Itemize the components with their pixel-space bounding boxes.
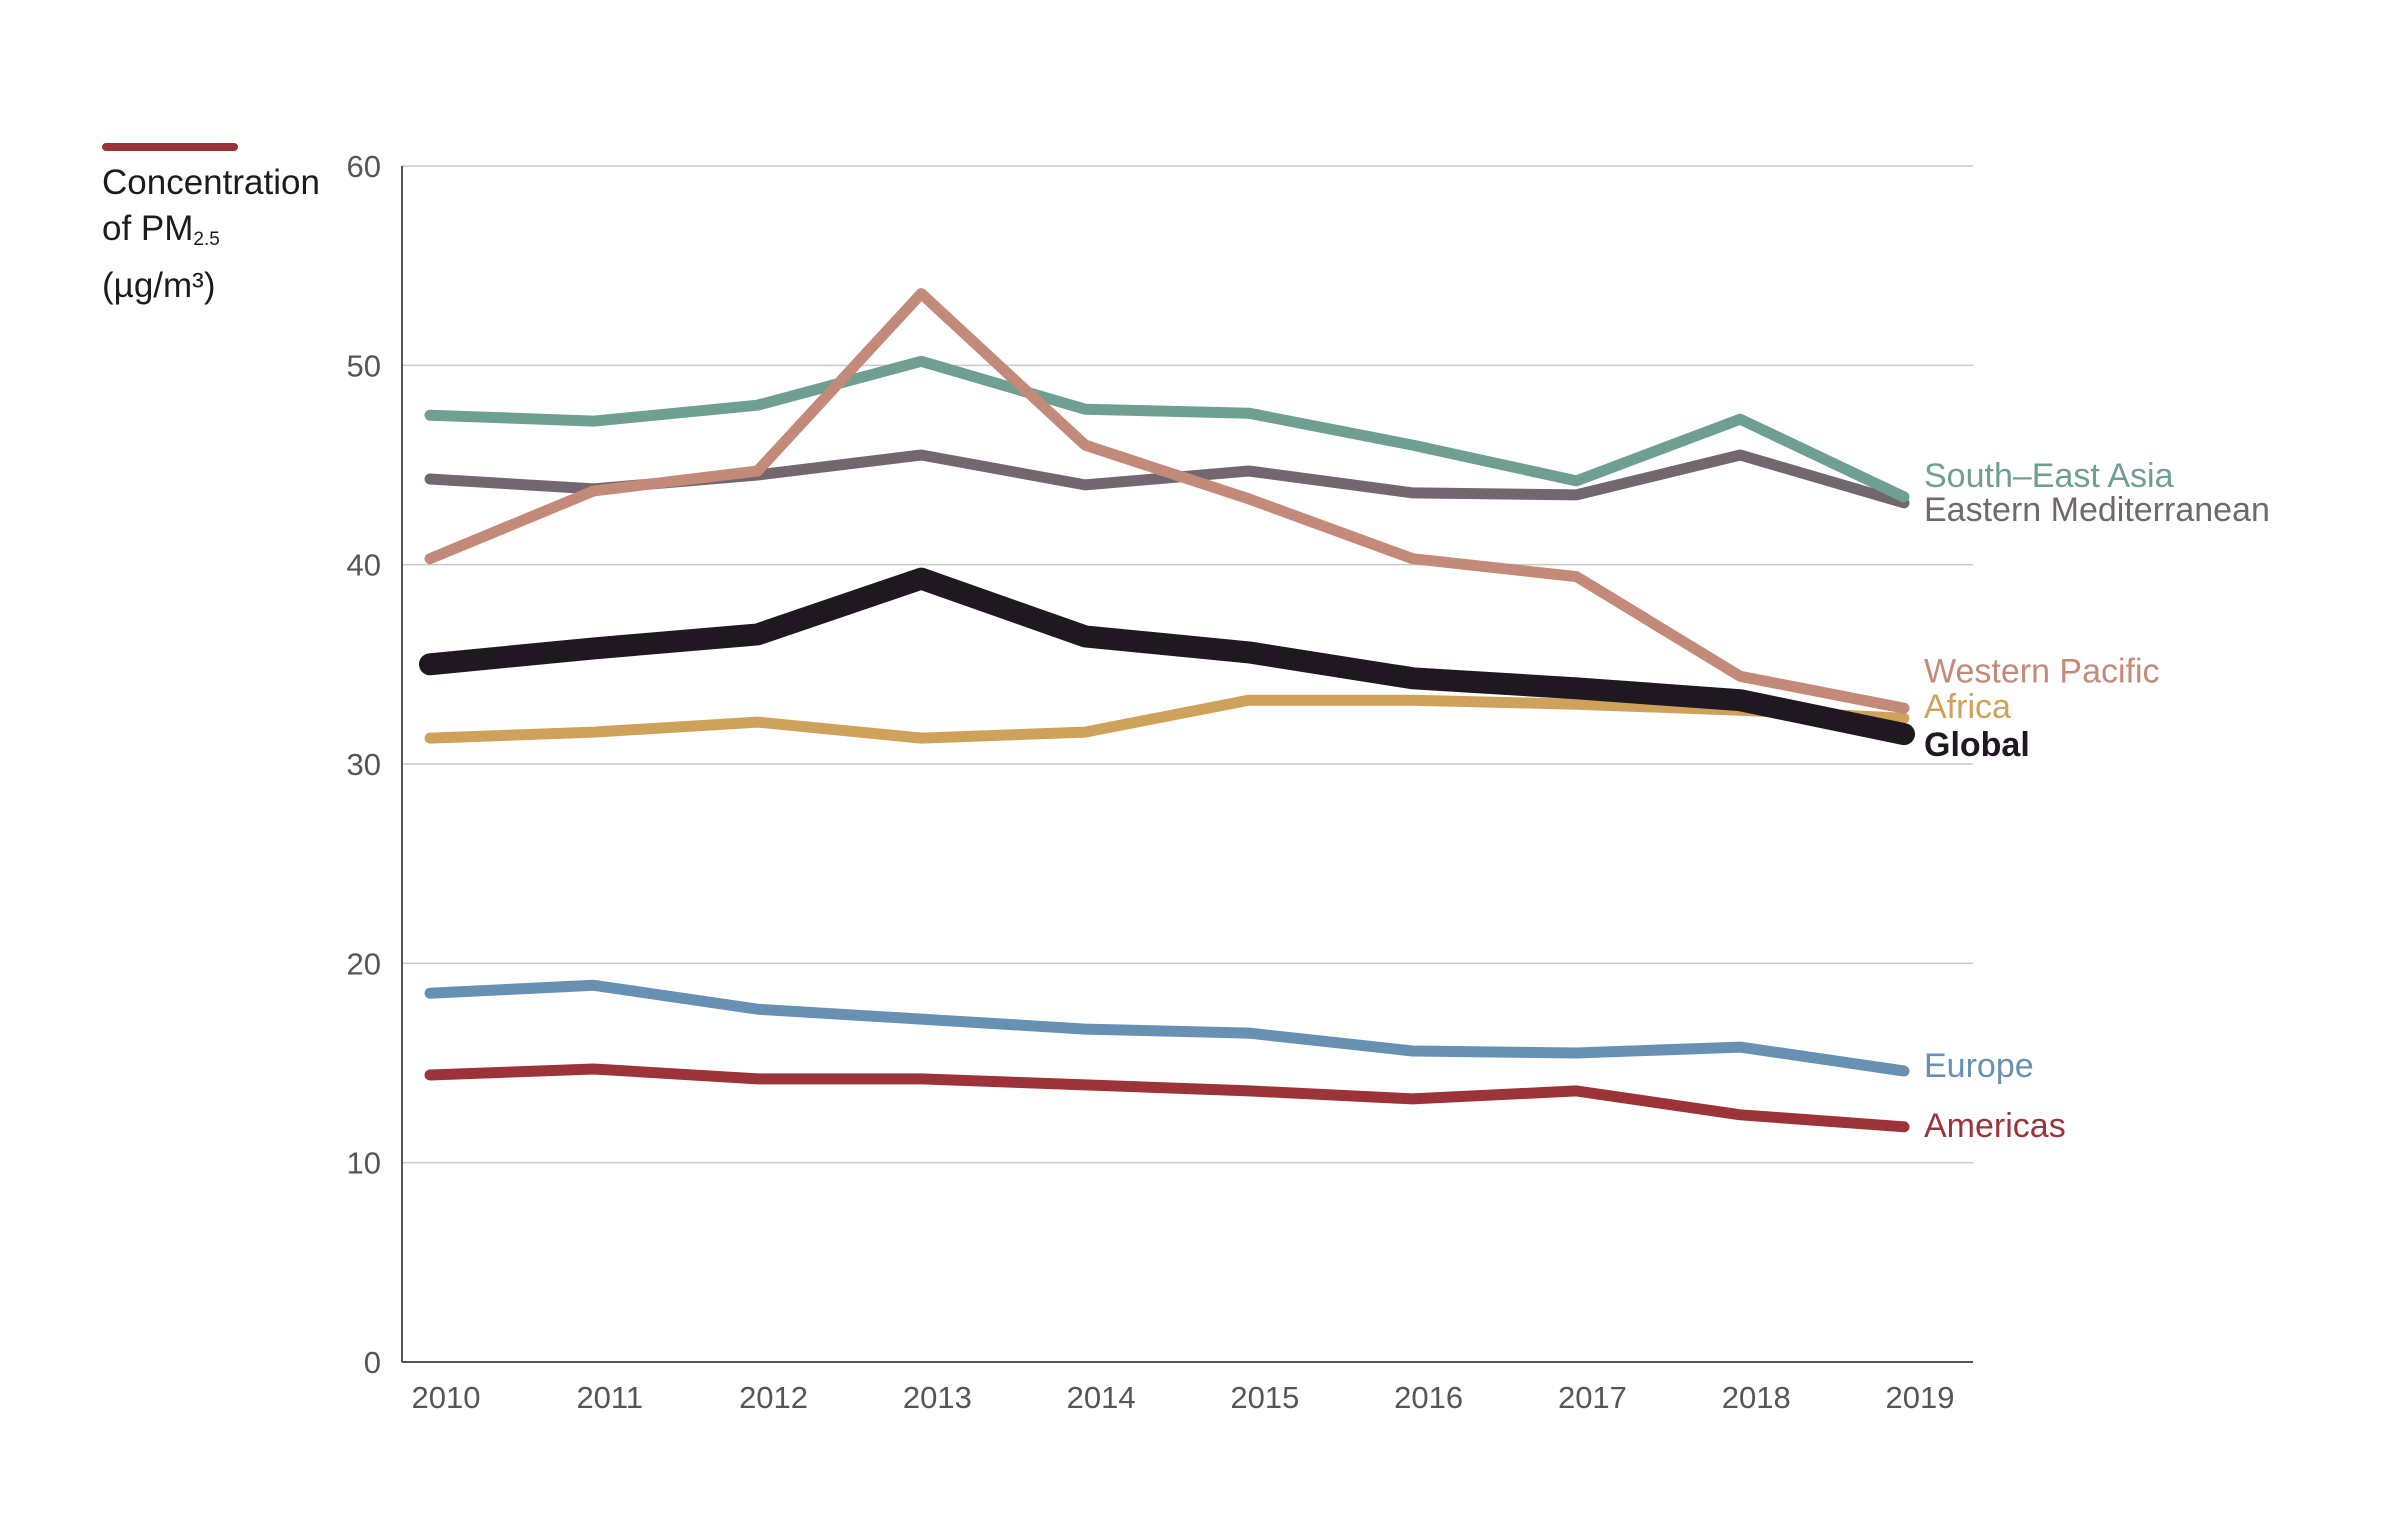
y-axis-label: Concentration of PM2.5 (µg/m³): [102, 160, 320, 309]
x-tick-label-2014: 2014: [1067, 1380, 1136, 1415]
y-tick-label-60: 60: [347, 149, 381, 184]
series-line-global: [419, 567, 1915, 746]
series-label-eastern-mediterranean: Eastern Mediterranean: [1924, 491, 2270, 529]
y-tick-labels: 0 10 20 30 40 50 60: [347, 149, 381, 1380]
x-tick-label-2017: 2017: [1558, 1380, 1627, 1415]
x-tick-labels: 2010 2011 2012 2013 2014 2015 2016 2017 2018 2019: [412, 1380, 1955, 1415]
y-tick-label-10: 10: [347, 1146, 381, 1181]
y-axis-label-pm-sub: 2.5: [193, 229, 220, 250]
x-tick-label-2016: 2016: [1394, 1380, 1463, 1415]
y-tick-label-40: 40: [347, 548, 381, 583]
y-axis-label-pm: of PM: [102, 209, 194, 248]
series-line-europe: [424, 979, 1910, 1077]
x-tick-label-2012: 2012: [739, 1380, 808, 1415]
series-label-south-east-asia: South–East Asia: [1924, 457, 2174, 495]
y-axis-label-line3: (µg/m³): [102, 266, 216, 305]
series-label-western-pacific: Western Pacific: [1924, 652, 2160, 690]
x-tick-label-2010: 2010: [412, 1380, 481, 1415]
grid-lines: [402, 165, 1973, 1164]
ylabel-swatch: [102, 143, 238, 151]
x-tick-label-2015: 2015: [1230, 1380, 1299, 1415]
x-tick-label-2018: 2018: [1722, 1380, 1791, 1415]
series-line-western-pacific: [424, 288, 1910, 714]
y-tick-label-50: 50: [347, 348, 381, 383]
series-label-africa: Africa: [1924, 688, 2011, 726]
y-axis-label-line1: Concentration: [102, 163, 320, 202]
x-tick-label-2013: 2013: [903, 1380, 972, 1415]
y-tick-label-0: 0: [364, 1345, 381, 1380]
y-axis-label-line2: of PM2.5: [102, 206, 320, 263]
series-label-americas: Americas: [1924, 1107, 2066, 1145]
series-label-europe: Europe: [1924, 1047, 2034, 1085]
series-line-south-east-asia: [424, 355, 1910, 503]
x-tick-label-2019: 2019: [1886, 1380, 1955, 1415]
y-tick-label-20: 20: [347, 946, 381, 981]
series-line-africa: [424, 694, 1910, 744]
y-tick-label-30: 30: [347, 747, 381, 782]
x-tick-label-2011: 2011: [576, 1380, 643, 1415]
series-line-americas: [424, 1063, 1910, 1133]
series-label-global: Global: [1924, 726, 2030, 764]
series-lines: [419, 288, 1915, 1133]
